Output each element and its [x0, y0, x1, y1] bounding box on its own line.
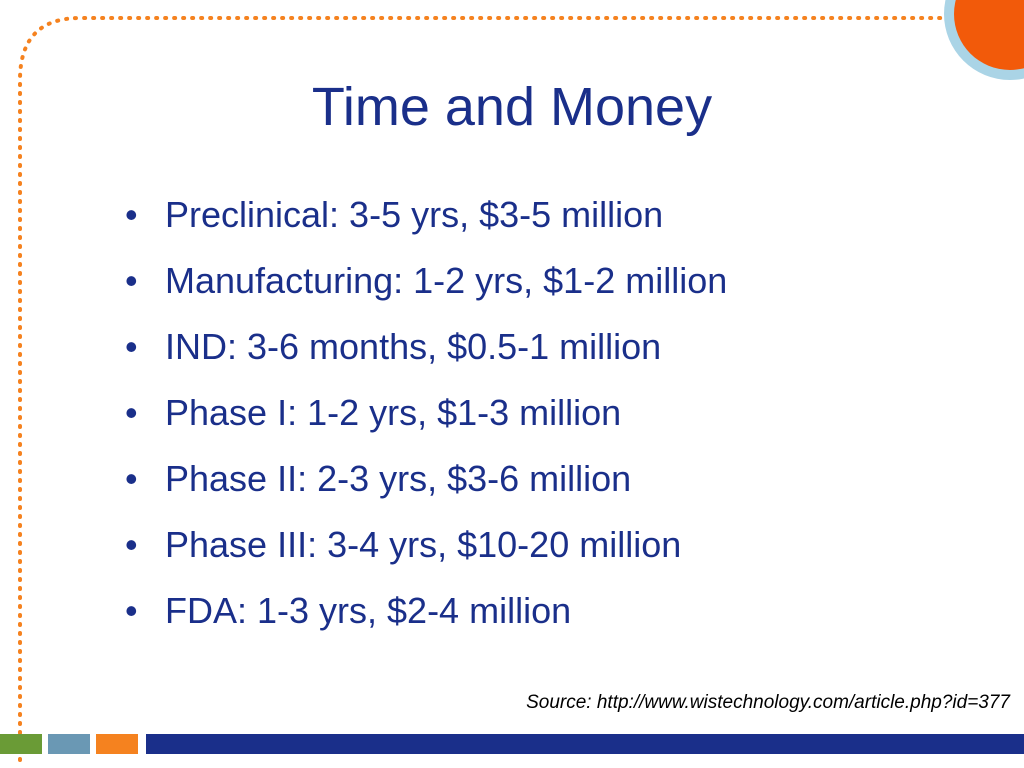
- source: Source: http://www.wistechnology.com/art…: [526, 692, 1010, 713]
- bullet: Phase III: 3-4 yrs, $10-20 million: [125, 520, 727, 586]
- title: Time and Money: [311, 77, 713, 137]
- bullet: Manufacturing: 1-2 yrs, $1-2 million: [125, 256, 727, 322]
- bullet-list: Preclinical: 3-5 yrs, $3-5 million Manuf…: [125, 190, 727, 652]
- bullet: Preclinical: 3-5 yrs, $3-5 million: [125, 190, 727, 256]
- bullet: Phase I: 1-2 yrs, $1-3 million: [125, 388, 727, 454]
- bullet: IND: 3-6 months, $0.5-1 million: [125, 322, 727, 388]
- bullet: FDA: 1-3 yrs, $2-4 million: [125, 586, 727, 652]
- bullet: Phase II: 2-3 yrs, $3-6 million: [125, 454, 727, 520]
